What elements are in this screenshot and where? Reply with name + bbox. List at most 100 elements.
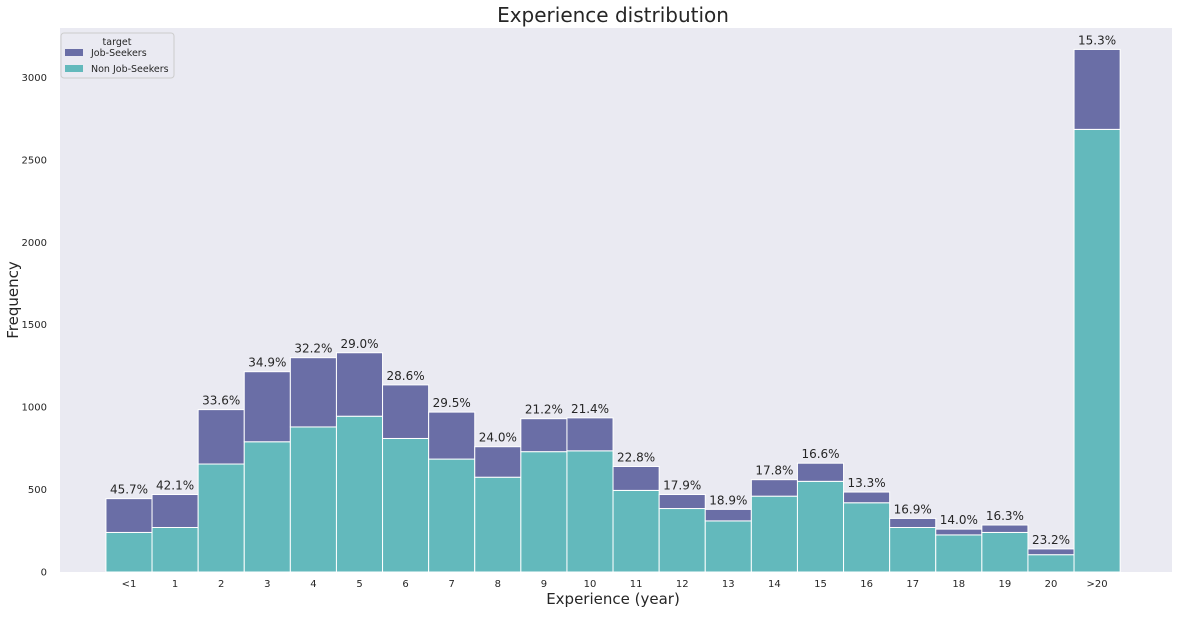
bar-job-seekers xyxy=(843,491,891,504)
bar-percent-label: 16.3% xyxy=(986,509,1024,523)
bar-percent-label: 32.2% xyxy=(294,342,332,356)
bar-job-seekers xyxy=(658,494,706,510)
bars-layer xyxy=(105,48,1121,573)
x-tick-label: 17 xyxy=(906,579,919,590)
bar-percent-label: 42.1% xyxy=(156,479,194,493)
bar-labels-layer: 45.7% 42.1% 33.6% 34.9% 32.2% 29.0% 28.6% 29.5%… xyxy=(110,33,1116,546)
y-tick-label: 2000 xyxy=(22,238,47,249)
x-tick-label: 6 xyxy=(402,579,408,590)
x-tick-label: >20 xyxy=(1087,579,1108,590)
bar-non-job-seekers xyxy=(935,534,983,573)
x-tick-label: 12 xyxy=(676,579,689,590)
bar-percent-label: 18.9% xyxy=(709,493,747,507)
x-tick-label: 11 xyxy=(630,579,643,590)
bar-non-job-seekers xyxy=(289,426,337,573)
bar-non-job-seekers xyxy=(658,508,706,573)
y-tick-label: 1000 xyxy=(22,403,47,414)
x-tick-label: 19 xyxy=(999,579,1012,590)
bar-percent-label: 24.0% xyxy=(479,431,517,445)
bar-percent-label: 33.6% xyxy=(202,394,240,408)
bar-percent-label: 17.8% xyxy=(755,464,793,478)
bar-job-seekers xyxy=(382,384,430,439)
bar-job-seekers xyxy=(566,417,614,452)
bar-non-job-seekers xyxy=(1073,128,1121,573)
y-tick-label: 3000 xyxy=(22,73,47,84)
x-tick-label: 1 xyxy=(172,579,178,590)
x-tick-label: 15 xyxy=(814,579,827,590)
bar-job-seekers xyxy=(197,409,245,465)
x-tick-label: 20 xyxy=(1045,579,1058,590)
bar-job-seekers xyxy=(935,528,983,536)
bar-non-job-seekers xyxy=(520,451,568,573)
x-tick-label: 18 xyxy=(952,579,965,590)
x-tick-label: 5 xyxy=(356,579,362,590)
bar-percent-label: 13.3% xyxy=(848,476,886,490)
y-tick-label: 1500 xyxy=(22,320,47,331)
chart-title: Experience distribution xyxy=(497,3,729,27)
bar-job-seekers xyxy=(750,479,798,497)
bar-job-seekers xyxy=(796,462,845,482)
bar-non-job-seekers xyxy=(750,495,798,573)
bar-percent-label: 17.9% xyxy=(663,479,701,493)
bar-percent-label: 34.9% xyxy=(248,356,286,370)
bar-non-job-seekers xyxy=(612,489,660,573)
bar-job-seekers xyxy=(1027,548,1075,556)
bar-job-seekers xyxy=(612,465,660,491)
bar-percent-label: 29.0% xyxy=(340,337,378,351)
bar-non-job-seekers xyxy=(889,526,937,573)
bar-percent-label: 29.5% xyxy=(433,396,471,410)
bar-percent-label: 28.6% xyxy=(387,369,425,383)
legend-label-job-seekers: Job-Seekers xyxy=(90,48,147,59)
bar-non-job-seekers xyxy=(474,476,522,573)
bar-job-seekers xyxy=(151,494,199,528)
bar-percent-label: 45.7% xyxy=(110,483,148,497)
legend-title: target xyxy=(103,37,132,48)
x-tick-label: 13 xyxy=(722,579,735,590)
x-tick-label: 8 xyxy=(495,579,501,590)
legend-frame xyxy=(60,32,175,79)
y-ticks-layer: 0 500 1000 1500 2000 2500 3000 xyxy=(22,73,47,579)
bar-job-seekers xyxy=(289,357,337,428)
bar-percent-label: 14.0% xyxy=(940,513,978,527)
bar-non-job-seekers xyxy=(335,415,384,573)
legend-swatch-job-seekers xyxy=(65,49,83,56)
x-tick-label: 7 xyxy=(449,579,455,590)
y-tick-label: 0 xyxy=(41,568,47,579)
bar-percent-label: 21.2% xyxy=(525,403,563,417)
x-tick-label: 16 xyxy=(860,579,873,590)
bar-non-job-seekers xyxy=(151,526,199,573)
bar-non-job-seekers xyxy=(981,531,1029,573)
bar-job-seekers xyxy=(243,371,291,443)
bar-percent-label: 16.9% xyxy=(894,502,932,516)
bar-job-seekers xyxy=(428,411,476,460)
bar-non-job-seekers xyxy=(428,458,476,573)
bar-percent-label: 21.4% xyxy=(571,402,609,416)
x-tick-label: 14 xyxy=(768,579,781,590)
bar-non-job-seekers xyxy=(566,450,614,573)
x-tick-label: 10 xyxy=(584,579,597,590)
bar-non-job-seekers xyxy=(704,520,752,573)
bar-non-job-seekers xyxy=(105,531,153,573)
legend: target Job-Seekers Non Job-Seekers xyxy=(60,32,175,79)
bar-non-job-seekers xyxy=(197,463,245,573)
bar-percent-label: 15.3% xyxy=(1078,33,1116,47)
bar-job-seekers xyxy=(1073,48,1121,130)
bar-non-job-seekers xyxy=(843,502,891,573)
bar-non-job-seekers xyxy=(796,480,845,573)
x-ticks-layer: <1 1 2 3 4 5 6 7 8 9 10 11 12 13 14 15 16 17 18 19 20 >20 xyxy=(122,579,1108,590)
x-axis-title: Experience (year) xyxy=(546,590,680,608)
bar-job-seekers xyxy=(704,508,752,522)
bar-percent-label: 16.6% xyxy=(801,447,839,461)
bar-non-job-seekers xyxy=(382,437,430,573)
bar-job-seekers xyxy=(981,524,1029,533)
y-tick-label: 2500 xyxy=(22,155,47,166)
bar-job-seekers xyxy=(474,446,522,478)
x-tick-label: 9 xyxy=(541,579,547,590)
x-tick-label: 4 xyxy=(310,579,316,590)
bar-percent-label: 22.8% xyxy=(617,450,655,464)
bar-job-seekers xyxy=(105,498,153,533)
bar-job-seekers xyxy=(520,418,568,453)
x-tick-label: 3 xyxy=(264,579,270,590)
y-tick-label: 500 xyxy=(28,485,47,496)
